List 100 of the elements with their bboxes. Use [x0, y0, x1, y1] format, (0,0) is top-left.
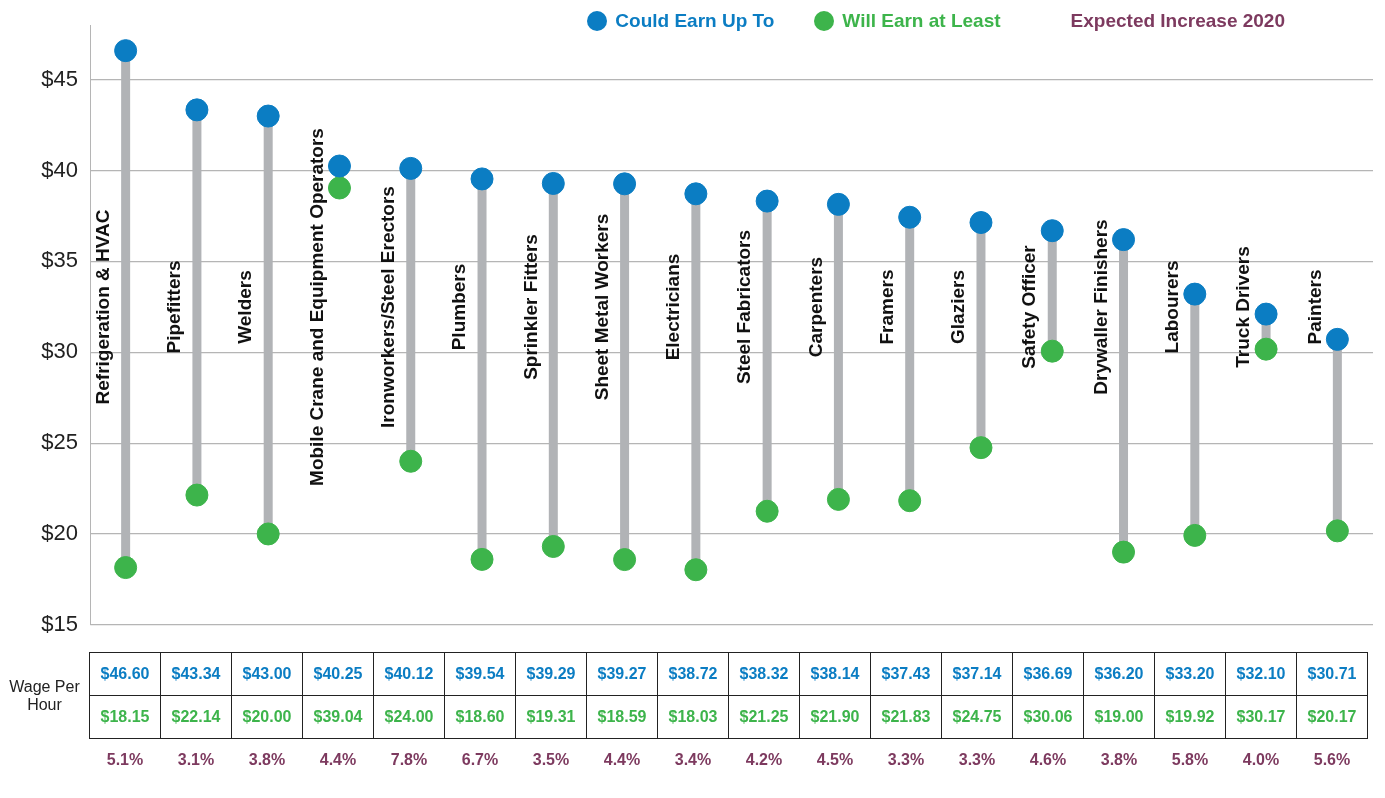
y-tick-label: $30	[41, 338, 78, 364]
data-label: $38.72	[657, 652, 729, 696]
point	[684, 182, 708, 206]
x-tick-label: Safety Officer	[1018, 244, 1040, 369]
text: 3.8%	[247, 750, 287, 771]
data-label: $21.83	[870, 695, 942, 739]
x-tick-label: Refrigeration & HVAC	[91, 209, 113, 405]
text: 3.8%	[1099, 750, 1139, 771]
y-tick-label: $25	[41, 429, 78, 455]
point	[327, 154, 351, 178]
data-label: $39.27	[586, 652, 658, 696]
text: 3.3%	[957, 750, 997, 771]
data-label: $24.75	[941, 695, 1013, 739]
data-label: $33.20	[1154, 652, 1226, 696]
point	[185, 483, 209, 507]
point	[399, 156, 423, 180]
point	[1040, 339, 1064, 363]
x-tick-label: Mobile Crane and Equipment Operators	[305, 128, 327, 486]
data-label: $18.03	[657, 695, 729, 739]
point	[541, 534, 565, 558]
data-label: $37.43	[870, 652, 942, 696]
data-label: $19.92	[1154, 695, 1226, 739]
text: 4.2%	[744, 750, 784, 771]
x-tick-label: Glaziers	[947, 270, 969, 344]
x-tick-label: Steel Fabricators	[733, 229, 755, 385]
x-tick-label: Welders	[234, 270, 256, 344]
point	[755, 189, 779, 213]
data-label: $43.34	[160, 652, 232, 696]
x-tick-label: Sheet Metal Workers	[590, 213, 612, 401]
text: 5.8%	[1170, 750, 1210, 771]
x-tick-label: Pipefitters	[163, 260, 185, 354]
data-label: $19.00	[1083, 695, 1155, 739]
y-tick-label: $35	[41, 247, 78, 273]
x-tick-label: Electricians	[662, 253, 684, 361]
point	[898, 489, 922, 513]
point	[613, 172, 637, 196]
legend-label: Will Earn at Least	[842, 10, 1001, 32]
x-tick-label: Framers	[875, 269, 897, 345]
point	[256, 104, 280, 128]
text: 4.0%	[1241, 750, 1281, 771]
point	[470, 167, 494, 191]
data-label: $19.31	[515, 695, 587, 739]
x-tick-label: Sprinkler Fitters	[519, 234, 541, 380]
text: 3.1%	[176, 750, 216, 771]
point	[541, 171, 565, 195]
data-label: $43.00	[231, 652, 303, 696]
x-tick-label: Ironworkers/Steel Erectors	[376, 186, 398, 428]
point	[969, 211, 993, 235]
y-tick-label: $15	[41, 610, 78, 636]
point	[470, 547, 494, 571]
y-tick-label: $20	[41, 520, 78, 546]
data-label: $40.12	[373, 652, 445, 696]
data-label: $21.25	[728, 695, 800, 739]
x-tick-label: Labourers	[1161, 260, 1183, 354]
data-label: $20.17	[1296, 695, 1368, 739]
point	[1183, 282, 1207, 306]
text: 3.3%	[886, 750, 926, 771]
data-label: $46.60	[89, 652, 161, 696]
legend-label: Could Earn Up To	[615, 10, 775, 32]
point	[1254, 302, 1278, 326]
text: 4.6%	[1028, 750, 1068, 771]
text: 5.1%	[105, 750, 145, 771]
point	[1112, 228, 1136, 252]
text: 4.5%	[815, 750, 855, 771]
text: 3.5%	[531, 750, 571, 771]
x-tick-label: Drywaller Finishers	[1089, 219, 1111, 395]
data-label: $30.06	[1012, 695, 1084, 739]
point	[684, 558, 708, 582]
point	[114, 556, 138, 580]
text: 4.4%	[602, 750, 642, 771]
point	[1325, 327, 1349, 351]
data-label: $22.14	[160, 695, 232, 739]
point	[898, 205, 922, 229]
point	[826, 487, 850, 511]
x-tick-label: Carpenters	[804, 256, 826, 358]
data-label: $18.15	[89, 695, 161, 739]
data-label: $37.14	[941, 652, 1013, 696]
data-label: $36.69	[1012, 652, 1084, 696]
point	[1254, 337, 1278, 361]
text: 4.4%	[318, 750, 358, 771]
data-label: $39.29	[515, 652, 587, 696]
data-label: $32.10	[1225, 652, 1297, 696]
point	[256, 522, 280, 546]
y-tick-label: $45	[41, 65, 78, 91]
point	[613, 548, 637, 572]
annotation: Expected Increase 2020	[1070, 10, 1285, 32]
data-label: $30.17	[1225, 695, 1297, 739]
point	[185, 98, 209, 122]
data-label: $18.60	[444, 695, 516, 739]
point	[114, 39, 138, 63]
text: 3.4%	[673, 750, 713, 771]
data-label: $39.04	[302, 695, 374, 739]
point	[1183, 523, 1207, 547]
text: Wage Per Hour	[8, 676, 81, 715]
data-label: $38.32	[728, 652, 800, 696]
x-tick-label: Truck Drivers	[1232, 246, 1254, 368]
point	[1325, 519, 1349, 543]
data-label: $18.59	[586, 695, 658, 739]
text: 5.6%	[1312, 750, 1352, 771]
point	[1112, 540, 1136, 564]
